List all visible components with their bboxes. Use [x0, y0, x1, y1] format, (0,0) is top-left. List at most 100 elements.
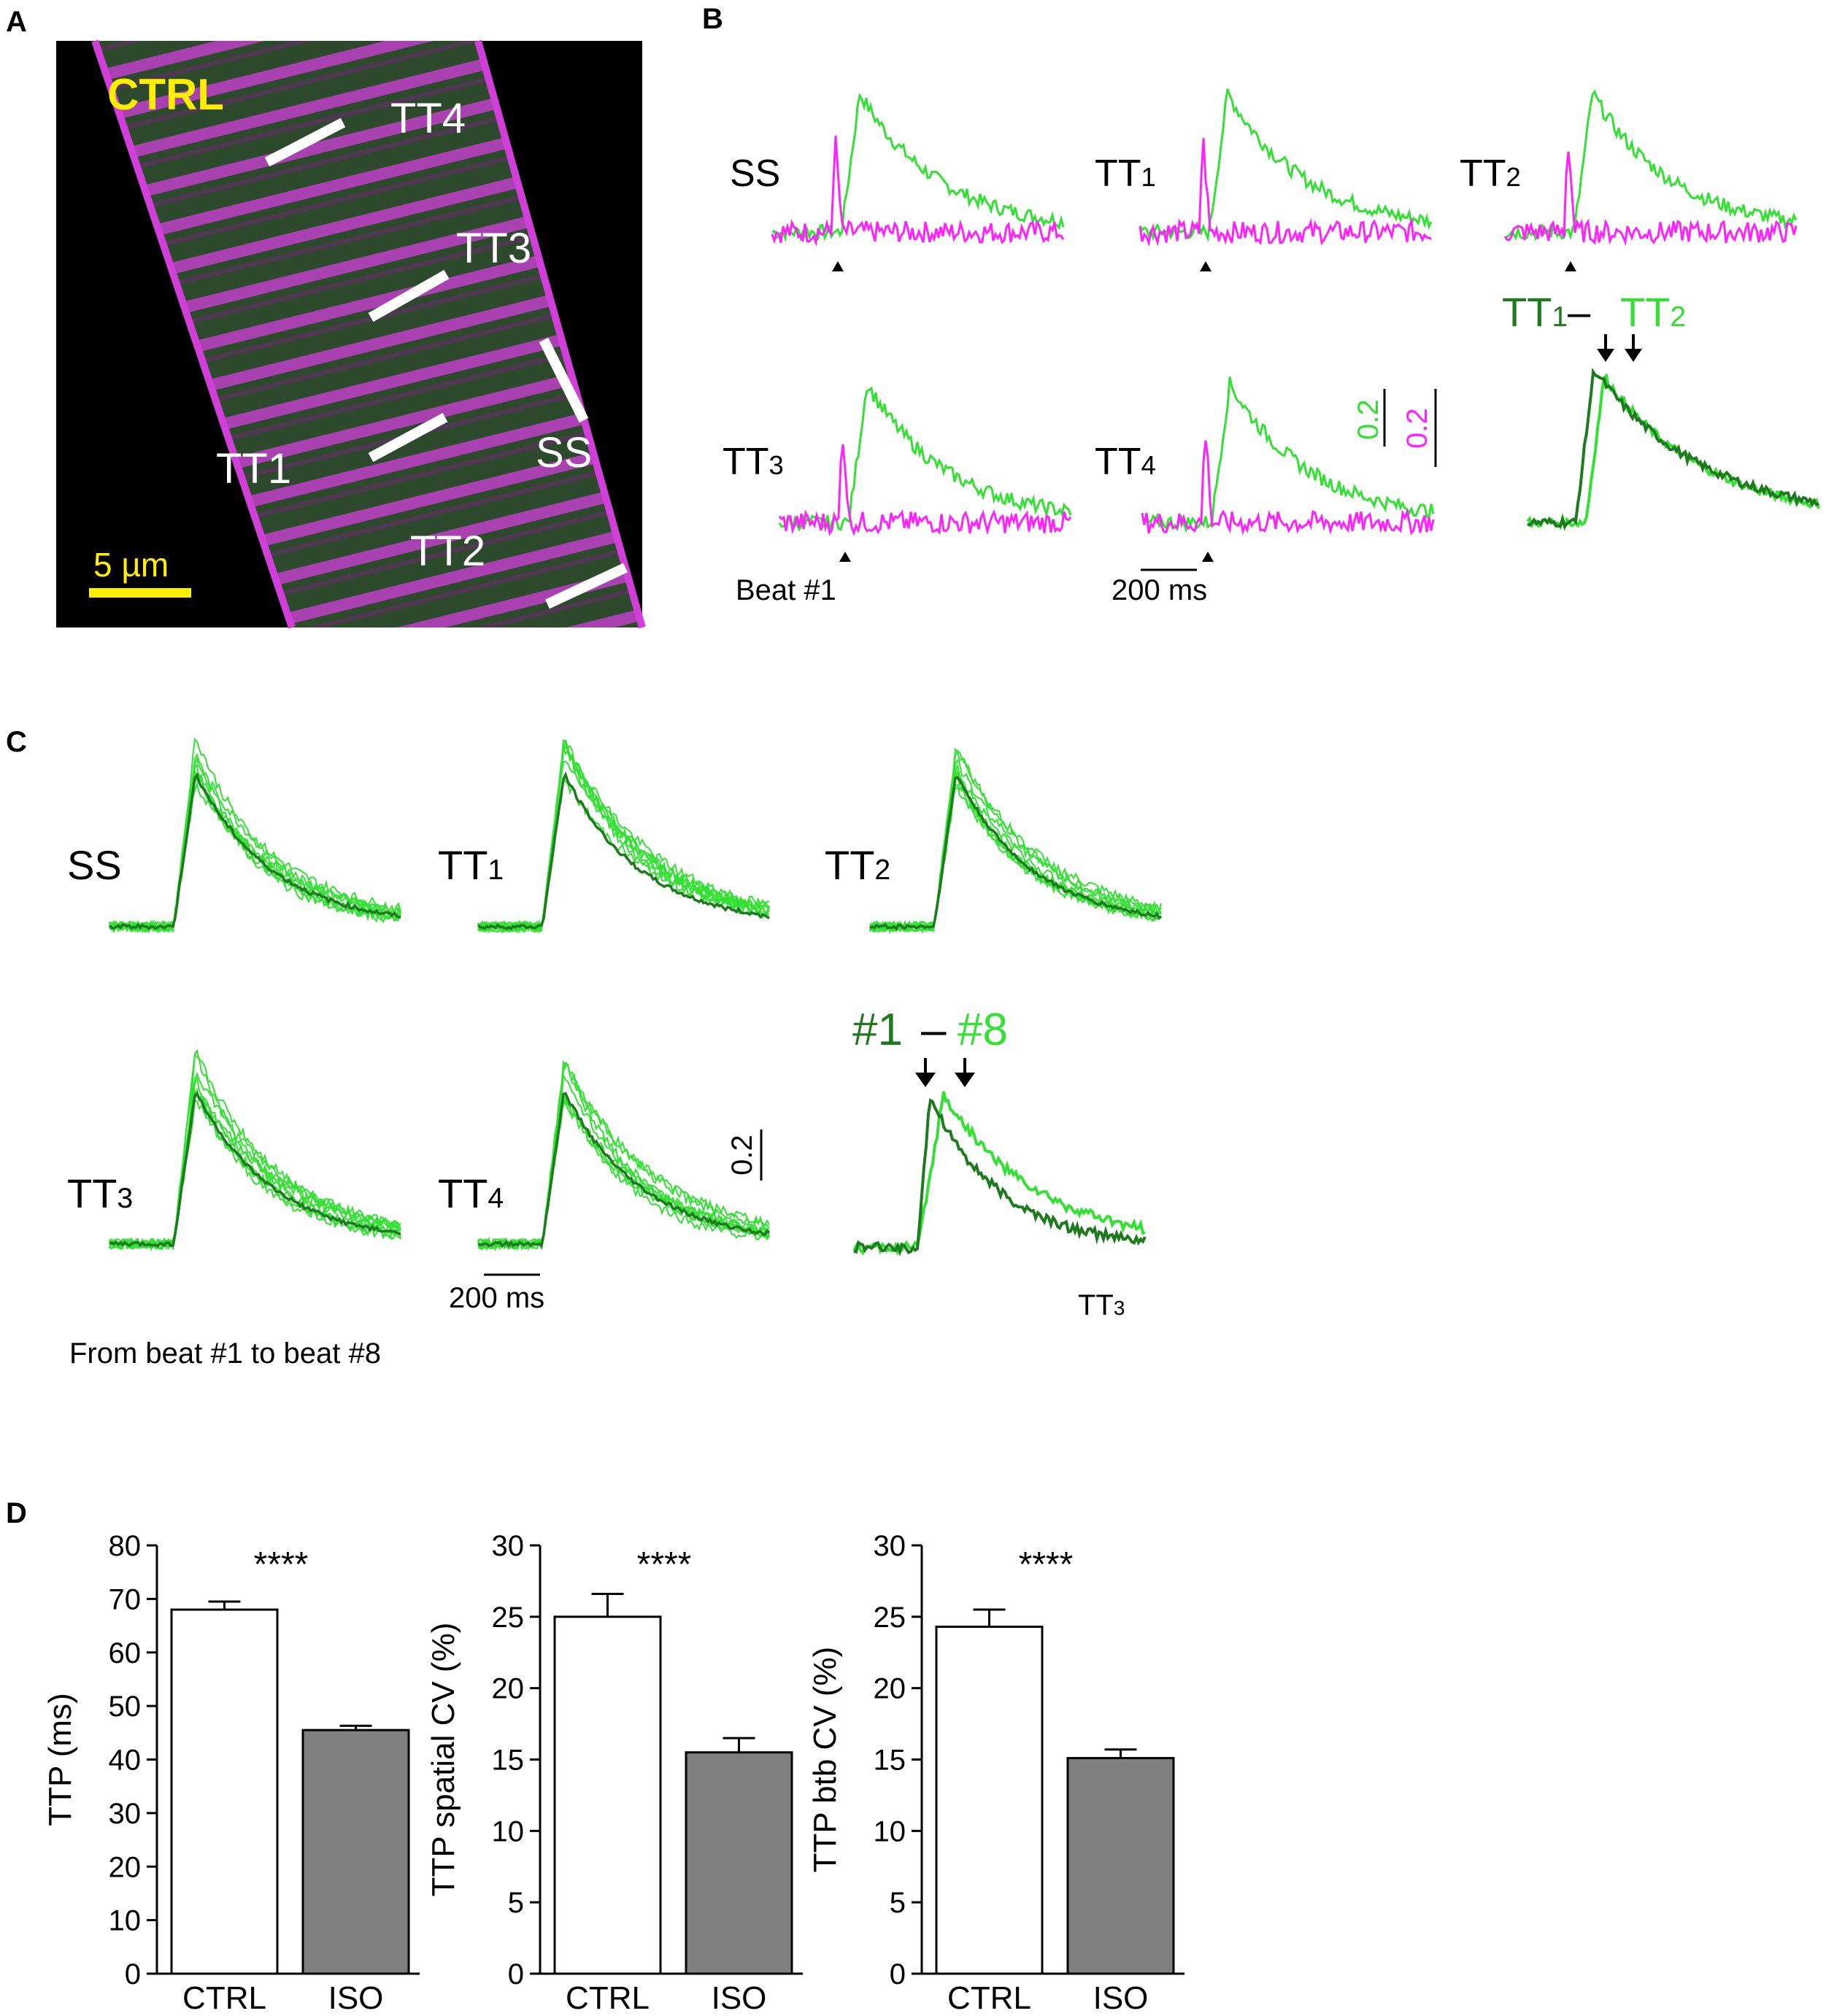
ca-trace-green: [771, 92, 1065, 243]
y-tick-label: 5: [890, 1887, 906, 1919]
overlay-trace-light: [852, 1091, 1146, 1256]
trace-label: TT1: [438, 842, 504, 888]
ca-trace-green: [778, 386, 1072, 532]
y-tick-label: 10: [874, 1815, 906, 1847]
region-label-tt1: TT1: [216, 445, 291, 493]
roi-line-tt1: [368, 412, 448, 463]
scale-bar-a-label: 5 µm: [93, 546, 169, 584]
overlay-dash: –: [921, 1005, 947, 1055]
y-tick-label: 10: [109, 1905, 142, 1937]
scale-label-green: 0.2: [1352, 399, 1384, 440]
ca-trace-magenta: [1141, 440, 1435, 536]
significance-label: ****: [254, 1545, 309, 1584]
y-tick-label: 5: [508, 1887, 524, 1919]
x-tick-label: ISO: [328, 1980, 384, 2016]
beat-trace: [477, 745, 770, 934]
overlay-dash: –: [1568, 289, 1591, 335]
x-tick-label: CTRL: [947, 1980, 1031, 2016]
trace-label: TT2: [825, 842, 890, 888]
x-tick-label: ISO: [1093, 1980, 1149, 2016]
beat-trace: [869, 764, 1162, 935]
overlay-title-right: #8: [958, 1005, 1008, 1055]
y-tick-label: 0: [890, 1958, 906, 1990]
y-tick-label: 25: [874, 1602, 906, 1634]
overlay-trace-dark: [853, 1098, 1147, 1256]
trace-label: TT4: [1095, 441, 1156, 483]
y-axis-label: TTP btb CV (%): [807, 1647, 843, 1873]
micrograph: CTRL TT4 TT3 SS TT1 TT2 5 µm: [56, 39, 646, 629]
down-arrow-icon: [915, 1073, 936, 1087]
overlay-trace-dark: [1527, 367, 1819, 530]
beat-trace: [477, 777, 770, 934]
beat-trace: [109, 757, 401, 933]
y-tick-label: 80: [109, 1530, 142, 1562]
ca-trace-green: [1504, 89, 1798, 242]
ca-trace-magenta: [1503, 151, 1798, 247]
y-tick-label: 20: [874, 1673, 906, 1705]
mean-trace: [108, 772, 401, 931]
bar: [935, 1626, 1044, 1975]
overlay-trace-light: [1526, 373, 1820, 532]
stimulus-marker-icon: [1202, 552, 1214, 562]
down-arrow-icon: [1625, 349, 1642, 362]
y-tick-label: 25: [492, 1602, 525, 1634]
mean-trace: [477, 771, 770, 931]
y-tick-label: 15: [874, 1745, 906, 1777]
significance-label: ****: [637, 1545, 692, 1584]
ca-trace-magenta: [778, 444, 1072, 536]
bar: [553, 1615, 662, 1975]
bar: [301, 1729, 410, 1975]
x-tick-label: CTRL: [566, 1980, 650, 2016]
roi-line-tt2: [545, 563, 628, 609]
y-tick-label: 20: [109, 1851, 142, 1883]
down-arrow-icon: [1597, 349, 1614, 362]
y-tick-label: 60: [109, 1637, 142, 1669]
mean-trace: [869, 776, 1162, 931]
stimulus-marker-icon: [1565, 261, 1576, 271]
region-label-ss: SS: [536, 429, 592, 476]
overlay-title-left: #1: [852, 1005, 903, 1055]
time-scale-label: 200 ms: [449, 1282, 544, 1314]
panel-letter-c: C: [6, 726, 27, 758]
down-arrow-icon: [955, 1073, 975, 1087]
time-scale-label: 200 ms: [1112, 574, 1207, 606]
beat-trace: [109, 1075, 401, 1251]
y-tick-label: 20: [492, 1673, 525, 1705]
bar: [685, 1751, 793, 1975]
y-tick-label: 30: [492, 1530, 525, 1562]
region-label-tt4: TT4: [390, 95, 466, 142]
y-tick-label: 30: [109, 1798, 142, 1830]
trace-label: TT2: [1460, 152, 1521, 195]
stimulus-marker-icon: [839, 552, 851, 562]
beat-label: Beat #1: [736, 574, 836, 606]
trace-label: TT3: [723, 441, 784, 483]
bar: [170, 1608, 279, 1975]
roi-line-tt3: [368, 269, 450, 323]
mean-trace: [477, 1092, 771, 1249]
overlay-title-left: TT1: [1502, 289, 1568, 335]
panel-c: SS TT1 TT2 TT3 TT4 #1– #8 TT3 0.2 200 ms From beat…: [67, 737, 1162, 1370]
panel-letter-a: A: [6, 6, 27, 38]
region-label-tt2: TT2: [410, 528, 485, 575]
beat-trace: [477, 747, 770, 934]
y-tick-label: 50: [109, 1691, 142, 1723]
y-tick-label: 30: [874, 1530, 906, 1562]
region-label-tt3: TT3: [456, 225, 531, 272]
x-tick-label: ISO: [712, 1980, 767, 2016]
roi-line-ss: [539, 337, 589, 423]
trace-label: TT4: [438, 1170, 504, 1216]
stimulus-marker-icon: [1200, 261, 1211, 271]
y-tick-label: 10: [492, 1815, 525, 1847]
y-axis-label: TTP (ms): [42, 1693, 78, 1826]
trace-label: TT3: [67, 1170, 133, 1216]
stimulus-marker-icon: [832, 261, 844, 271]
ca-trace-magenta: [771, 135, 1065, 247]
bar: [1066, 1757, 1175, 1975]
panel-c-caption: From beat #1 to beat #8: [69, 1337, 381, 1370]
trace-label: SS: [730, 152, 780, 195]
bar-chart: 0 10 20 30 40 50 60 70 80 TTP (ms) CTRL ISO ****: [42, 1530, 420, 2016]
overlay-region-label: TT3: [1078, 1289, 1125, 1321]
